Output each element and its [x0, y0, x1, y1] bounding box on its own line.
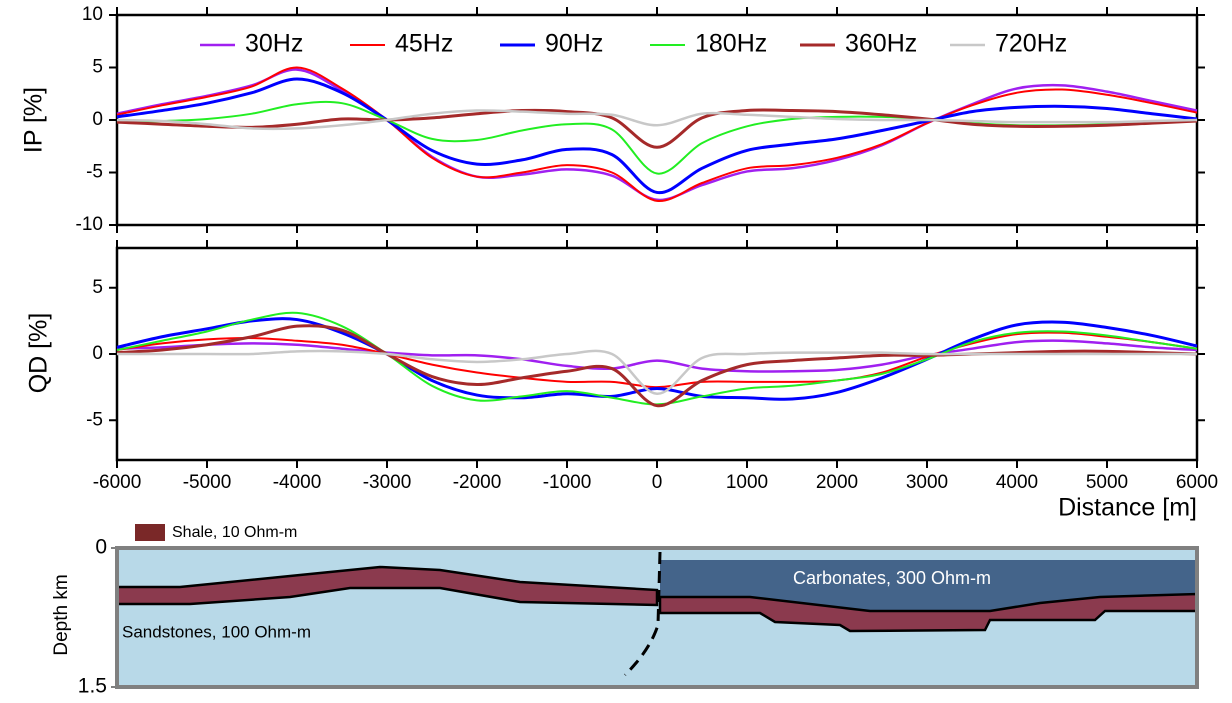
legend-label: 45Hz	[395, 30, 453, 58]
x-tick-label: -5000	[183, 472, 232, 493]
series-line	[116, 109, 1198, 131]
x-tick-label: -2000	[453, 472, 502, 493]
y-tick-label: -5	[86, 409, 103, 430]
y-tick-label: -5	[86, 162, 103, 183]
series-line	[116, 317, 1198, 401]
series-line	[116, 77, 1198, 194]
series-line	[116, 339, 1198, 373]
y-tick-label: 0	[92, 343, 103, 364]
annotation: Sandstones, 100 Ohm-m	[122, 622, 311, 641]
legend-label: Shale, 10 Ohm-m	[172, 524, 297, 541]
series-line	[116, 66, 1198, 202]
x-tick-label: 4000	[996, 472, 1038, 493]
x-tick-label: 2000	[816, 472, 858, 493]
section	[115, 524, 1199, 689]
y-tick-label: 5	[92, 57, 103, 78]
y-tick-label: 0	[92, 109, 103, 130]
legend-label: 360Hz	[845, 30, 917, 58]
fault	[623, 551, 662, 677]
y-tick-label: 10	[82, 4, 103, 25]
shale-layer	[658, 592, 1199, 633]
x-tick-label: -3000	[363, 472, 412, 493]
legend-label: 720Hz	[995, 30, 1067, 58]
x-tick-label: 1000	[726, 472, 768, 493]
series-line	[116, 349, 1197, 396]
legend-label: 30Hz	[245, 30, 303, 58]
x-tick-label: 3000	[906, 472, 948, 493]
y-axis-label: IP [%]	[20, 87, 48, 153]
legend-label: 180Hz	[695, 30, 767, 58]
series-line	[116, 108, 1198, 149]
x-tick-label: 5000	[1086, 472, 1128, 493]
y-tick-label: 0	[95, 536, 107, 559]
series-line	[116, 100, 1198, 175]
x-tick-label: -6000	[93, 472, 142, 493]
x-axis-label: Distance [m]	[1058, 494, 1197, 522]
series-line	[116, 68, 1198, 202]
x-tick-label: 0	[652, 472, 663, 493]
annotation: Carbonates, 300 Ohm-m	[793, 568, 991, 588]
legend-swatch	[135, 524, 165, 541]
y-tick-label: 1.5	[78, 675, 107, 698]
y-tick-label: 5	[92, 277, 103, 298]
y-tick-label: -10	[76, 214, 103, 235]
legend-label: 90Hz	[545, 30, 603, 58]
y-axis-label: Depth km	[51, 574, 72, 655]
series-line	[116, 324, 1198, 408]
x-tick-label: -4000	[273, 472, 322, 493]
carbonates-body	[660, 560, 1197, 611]
x-tick-label: -1000	[543, 472, 592, 493]
shale-layer	[115, 565, 659, 607]
x-tick-label: 6000	[1176, 472, 1218, 493]
y-axis-label: QD [%]	[25, 313, 53, 394]
section-frame	[115, 546, 1199, 689]
series-line	[116, 311, 1198, 406]
